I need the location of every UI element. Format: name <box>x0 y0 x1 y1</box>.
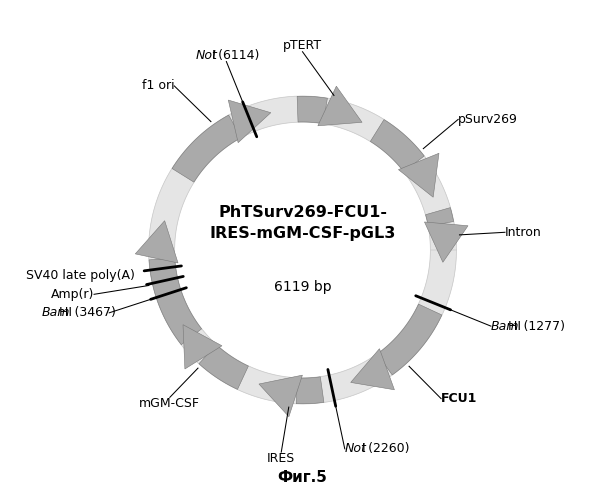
Text: mGM-CSF: mGM-CSF <box>139 398 200 410</box>
Text: HI (3467): HI (3467) <box>59 306 116 320</box>
Polygon shape <box>228 100 271 142</box>
Text: Фиг.5: Фиг.5 <box>278 470 327 485</box>
Text: IRES: IRES <box>267 452 295 465</box>
Text: Not: Not <box>195 48 217 62</box>
Text: Bam: Bam <box>491 320 519 332</box>
Polygon shape <box>399 154 439 197</box>
Text: PhTSurv269-FCU1-
IRES-mGM-CSF-pGL3: PhTSurv269-FCU1- IRES-mGM-CSF-pGL3 <box>209 205 396 241</box>
Polygon shape <box>297 96 327 124</box>
Text: SV40 late poly(A): SV40 late poly(A) <box>26 270 135 282</box>
Polygon shape <box>318 86 362 126</box>
Polygon shape <box>199 344 249 390</box>
Polygon shape <box>425 208 454 227</box>
Text: f1 ori: f1 ori <box>142 80 174 92</box>
Polygon shape <box>183 324 222 369</box>
Polygon shape <box>136 220 178 263</box>
Text: Amp(r): Amp(r) <box>51 288 94 301</box>
Polygon shape <box>296 377 324 404</box>
Polygon shape <box>172 115 241 182</box>
Polygon shape <box>259 375 302 416</box>
Polygon shape <box>149 258 201 344</box>
Polygon shape <box>149 96 456 404</box>
Polygon shape <box>351 348 394 390</box>
Text: Bam: Bam <box>42 306 70 320</box>
Text: I (6114): I (6114) <box>212 48 260 62</box>
Text: 6119 bp: 6119 bp <box>273 280 332 294</box>
Text: pTERT: pTERT <box>283 38 322 52</box>
Polygon shape <box>425 222 468 262</box>
Text: Intron: Intron <box>505 226 541 239</box>
Text: Not: Not <box>345 442 367 456</box>
Text: I (2260): I (2260) <box>362 442 409 456</box>
Text: pSurv269: pSurv269 <box>458 113 518 126</box>
Polygon shape <box>377 304 442 375</box>
Text: FCU1: FCU1 <box>441 392 477 405</box>
Polygon shape <box>370 120 424 172</box>
Text: HI (1277): HI (1277) <box>508 320 565 332</box>
